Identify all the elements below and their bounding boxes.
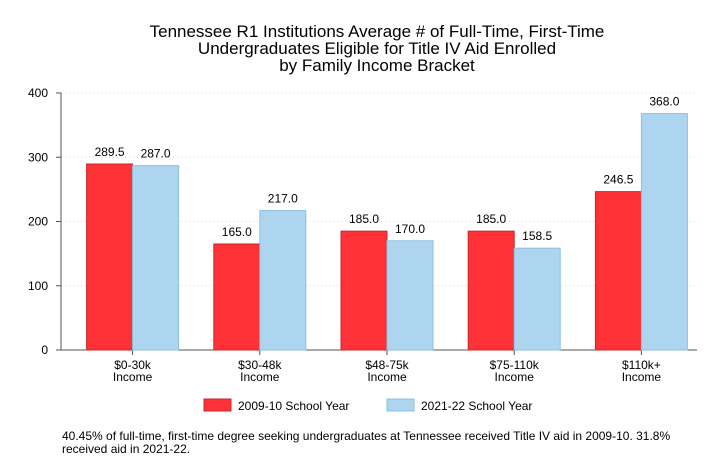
x-tick-labels: $0-30kIncome$30-48kIncome$48-75kIncome$7…	[113, 358, 661, 384]
data-label: 185.0	[476, 212, 506, 226]
bar-series-2009-10	[213, 243, 261, 351]
data-label: 368.0	[649, 95, 679, 109]
legend-swatch	[203, 398, 232, 412]
bar-series-2009-10	[86, 163, 134, 351]
x-tick-label: Income	[113, 370, 153, 384]
x-tick-label: Income	[367, 370, 407, 384]
x-tick-label: Income	[495, 370, 535, 384]
y-tick-label: 300	[28, 150, 48, 164]
data-label: 217.0	[268, 192, 298, 206]
legend-label: 2021-22 School Year	[421, 399, 532, 413]
y-tick-label: 100	[28, 279, 48, 293]
legend-label: 2009-10 School Year	[238, 399, 349, 413]
bar-series-2021-22	[386, 240, 434, 351]
bar-series-2021-22	[132, 165, 180, 351]
x-tick-label: $30-48k	[238, 358, 282, 372]
x-tick-label: $48-75k	[365, 358, 409, 372]
y-tick-label: 200	[28, 215, 48, 229]
legend: 2009-10 School Year 2021-22 School Year	[203, 398, 532, 413]
x-tick-label: $75-110k	[490, 358, 540, 372]
data-label: 185.0	[349, 212, 379, 226]
y-tick-labels: 0 100 200 300 400	[28, 86, 48, 357]
chart-title-line: by Family Income Bracket	[279, 56, 475, 75]
data-label: 158.5	[522, 229, 552, 243]
x-tick-label: $110k+	[622, 358, 661, 372]
gridlines	[56, 92, 697, 351]
data-label: 287.0	[141, 147, 171, 161]
legend-swatch	[386, 398, 415, 412]
data-label: 246.5	[603, 173, 633, 187]
x-tick-label: Income	[622, 370, 662, 384]
data-label: 170.0	[395, 222, 425, 236]
bars	[86, 113, 688, 351]
bar-chart: Tennessee R1 Institutions Average # of F…	[28, 22, 697, 413]
y-tick-label: 0	[41, 343, 48, 357]
chart-title-line: Undergraduates Eligible for Title IV Aid…	[198, 39, 556, 58]
chart-title-line: Tennessee R1 Institutions Average # of F…	[150, 22, 605, 41]
bar-series-2009-10	[467, 230, 515, 351]
x-tick-label: Income	[240, 370, 280, 384]
bar-series-2021-22	[513, 247, 561, 351]
chart-title: Tennessee R1 Institutions Average # of F…	[150, 22, 605, 75]
footnote: 40.45% of full-time, first-time degree s…	[62, 429, 671, 456]
data-labels: 289.5 287.0 165.0 217.0 185.0 170.0 185.0 158.5…	[95, 95, 680, 244]
x-tick-label: $0-30k	[114, 358, 152, 372]
data-label: 165.0	[222, 225, 252, 239]
bar-series-2009-10	[340, 230, 388, 351]
bar-series-2021-22	[640, 113, 688, 351]
data-label: 289.5	[95, 145, 125, 159]
bar-series-2021-22	[259, 210, 307, 351]
bar-series-2009-10	[594, 191, 642, 351]
y-tick-label: 400	[28, 86, 48, 100]
